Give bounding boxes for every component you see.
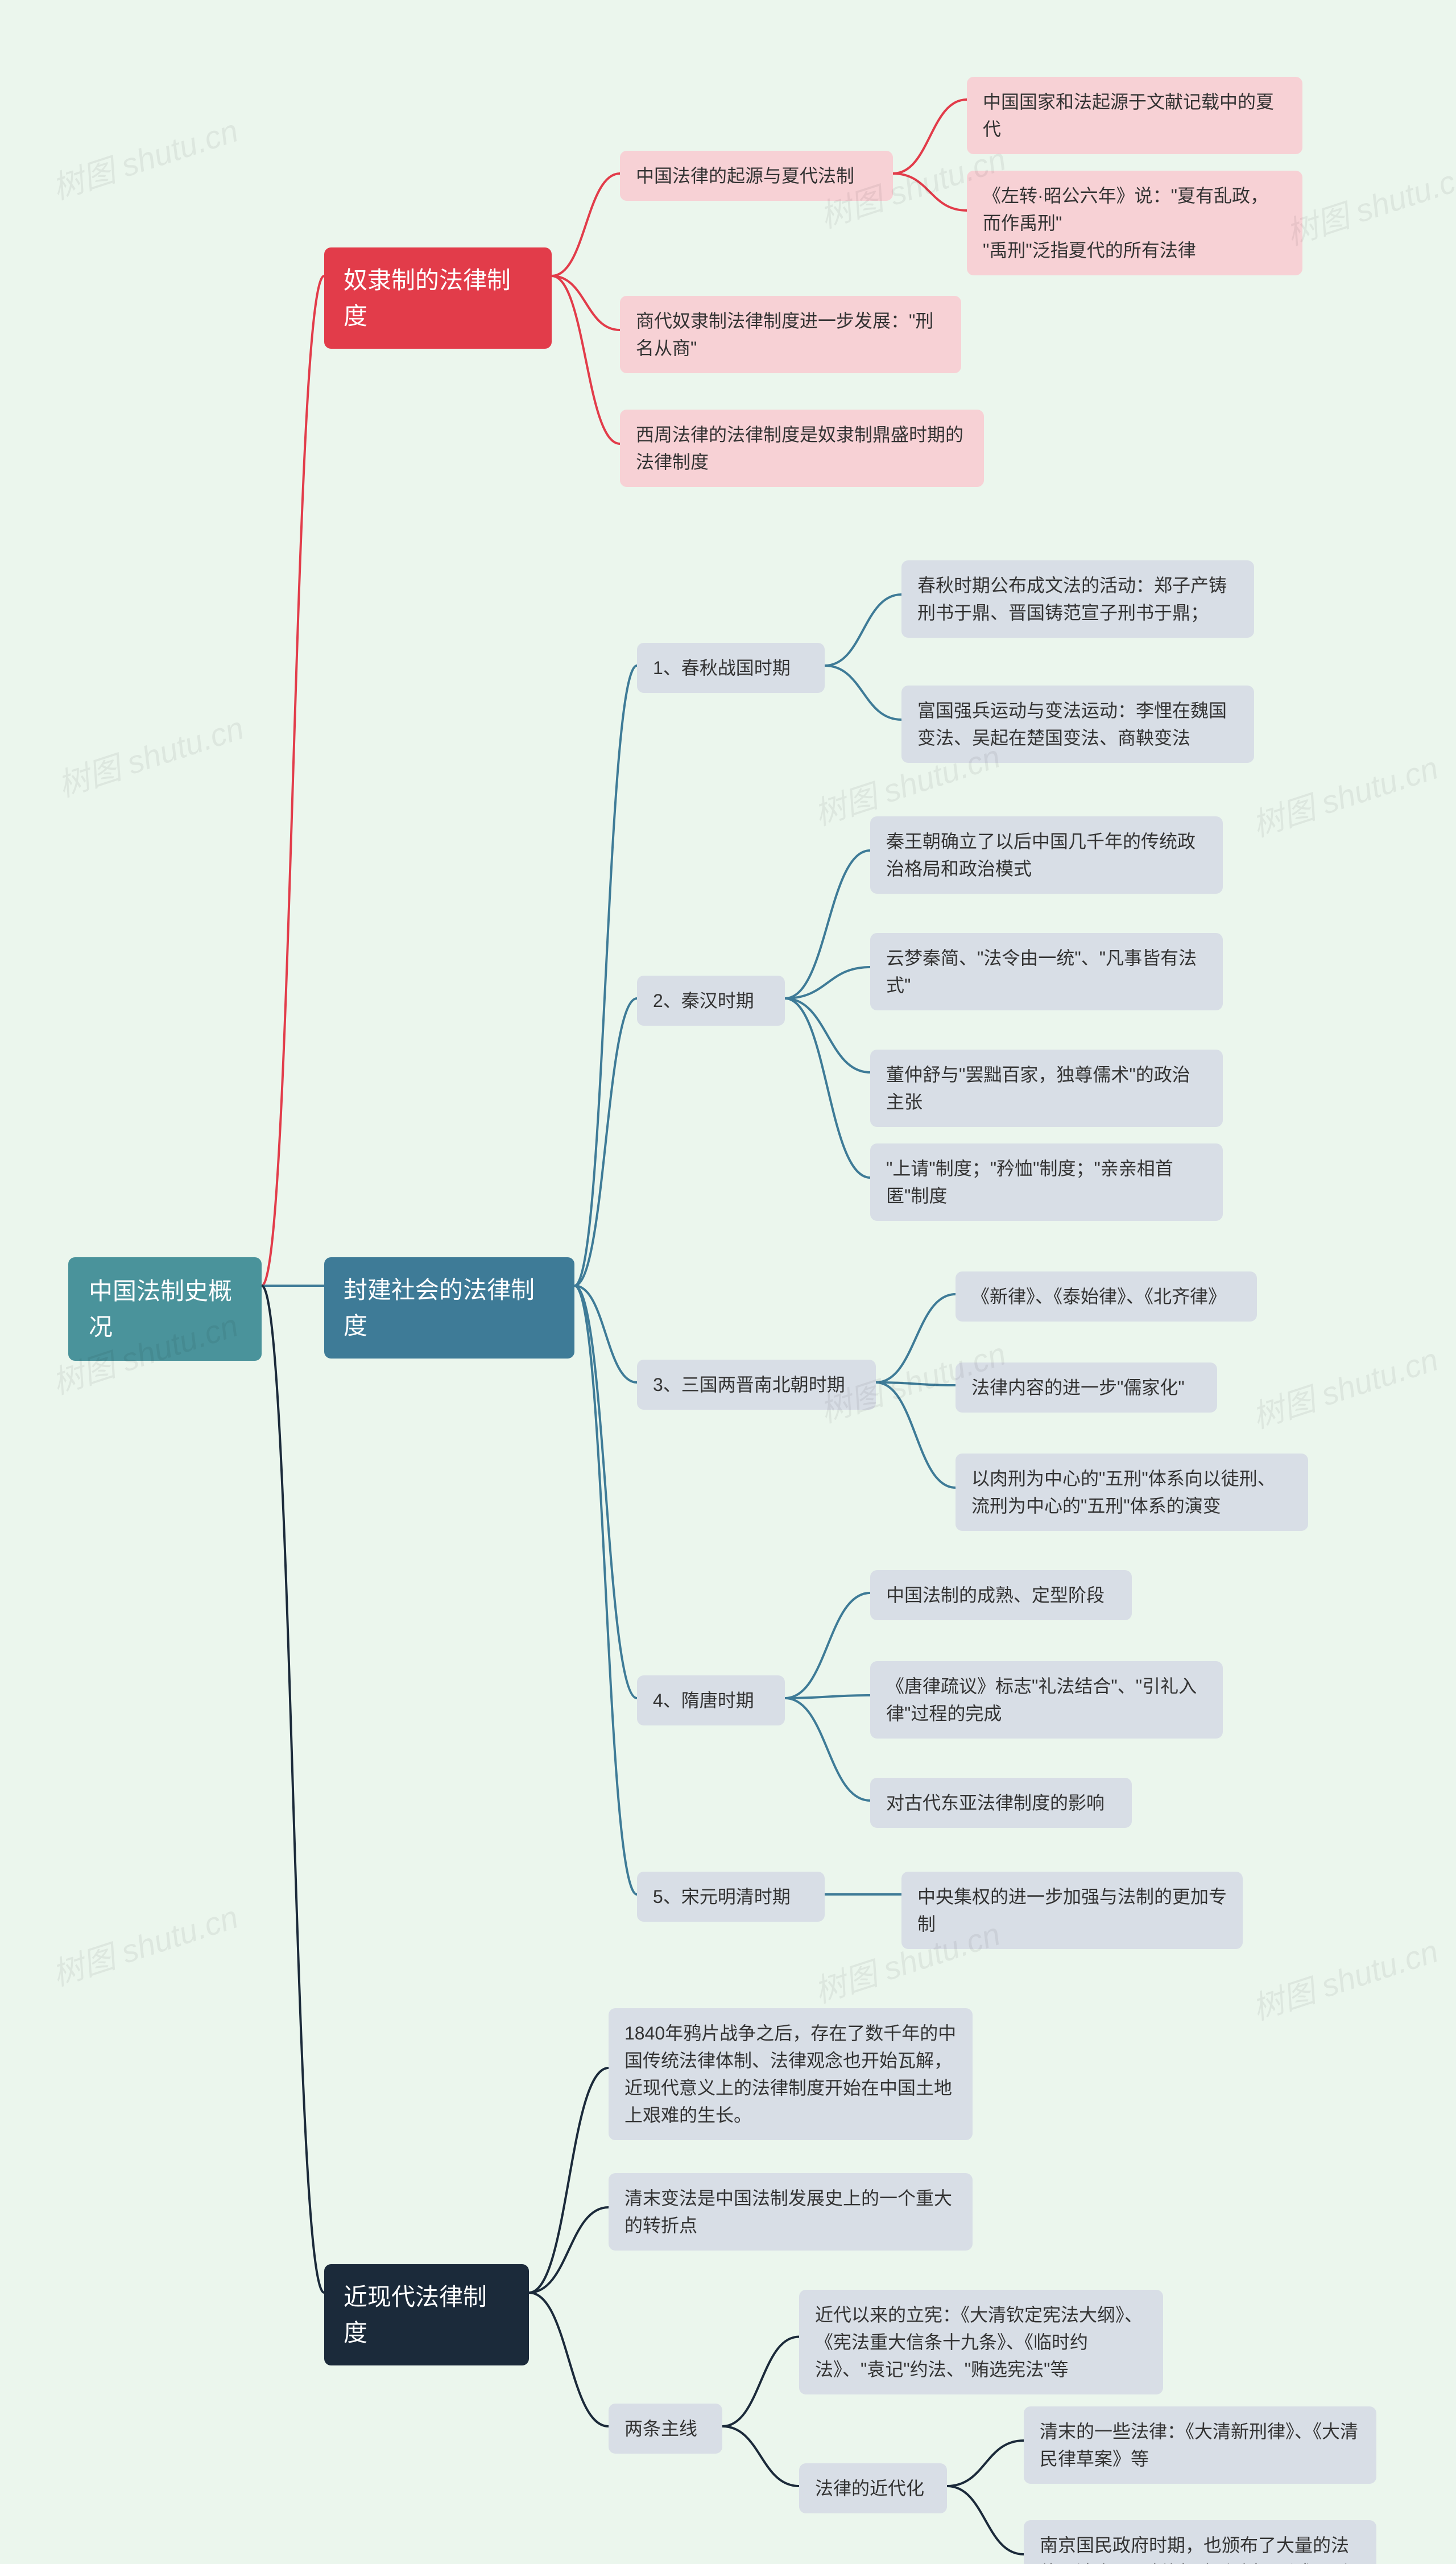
node-b1[interactable]: 封建社会的法律制度 xyxy=(324,1257,574,1359)
node-label-b2: 近现代法律制度 xyxy=(344,2279,510,2351)
node-b2c2[interactable]: 两条主线 xyxy=(609,2404,722,2454)
node-label-b0c0: 中国法律的起源与夏代法制 xyxy=(636,162,877,189)
node-b1c2[interactable]: 3、三国两晋南北朝时期 xyxy=(637,1360,876,1410)
node-b2c2g1b[interactable]: 南京国民政府时期，也颁布了大量的法律、法令以及判例、解释例，形成了"六法体系" xyxy=(1024,2520,1376,2564)
node-b1c3g0[interactable]: 中国法制的成熟、定型阶段 xyxy=(870,1570,1132,1620)
node-label-b1c1g0: 秦王朝确立了以后中国几千年的传统政治格局和政治模式 xyxy=(886,828,1207,882)
node-b1c2g2[interactable]: 以肉刑为中心的"五刑"体系向以徒刑、流刑为中心的"五刑"体系的演变 xyxy=(956,1454,1308,1531)
node-label-b2c1: 清末变法是中国法制发展史上的一个重大的转折点 xyxy=(624,2185,957,2239)
node-label-b1c0g0: 春秋时期公布成文法的活动：郑子产铸刑书于鼎、晋国铸范宣子刑书于鼎； xyxy=(917,572,1238,626)
node-b2c1[interactable]: 清末变法是中国法制发展史上的一个重大的转折点 xyxy=(609,2173,973,2251)
node-label-b0c1: 商代奴隶制法律制度进一步发展："刑名从商" xyxy=(636,307,945,362)
node-b0c0[interactable]: 中国法律的起源与夏代法制 xyxy=(620,151,893,201)
node-label-b1c2: 3、三国两晋南北朝时期 xyxy=(653,1371,860,1398)
node-b1c1g1[interactable]: 云梦秦简、"法令由一统"、"凡事皆有法式" xyxy=(870,933,1223,1010)
node-b1c1g0[interactable]: 秦王朝确立了以后中国几千年的传统政治格局和政治模式 xyxy=(870,816,1223,894)
node-b1c1g2[interactable]: 董仲舒与"罢黜百家，独尊儒术"的政治主张 xyxy=(870,1050,1223,1127)
node-b1c0g1[interactable]: 富国强兵运动与变法运动：李悝在魏国变法、吴起在楚国变法、商鞅变法 xyxy=(901,686,1254,763)
node-label-b2c0: 1840年鸦片战争之后，存在了数千年的中国传统法律体制、法律观念也开始瓦解，近现… xyxy=(624,2020,957,2129)
node-b0c2[interactable]: 西周法律的法律制度是奴隶制鼎盛时期的法律制度 xyxy=(620,410,984,487)
node-label-b2c2g1a: 清末的一些法律：《大清新刑律》、《大清民律草案》等 xyxy=(1040,2418,1360,2472)
node-label-b1c1g3: "上请"制度；"矜恤"制度；"亲亲相首匿"制度 xyxy=(886,1155,1207,1209)
node-label-b2c2g1: 法律的近代化 xyxy=(815,2475,931,2502)
node-label-b1c2g0: 《新律》、《泰始律》、《北齐律》 xyxy=(971,1283,1241,1310)
node-b0c1[interactable]: 商代奴隶制法律制度进一步发展："刑名从商" xyxy=(620,296,961,373)
watermark: 树图 shutu.cn xyxy=(1246,1334,1443,1438)
node-b1c1g3[interactable]: "上请"制度；"矜恤"制度；"亲亲相首匿"制度 xyxy=(870,1143,1223,1221)
node-label-root: 中国法制史概况 xyxy=(89,1273,241,1345)
node-label-b1c4g0: 中央集权的进一步加强与法制的更加专制 xyxy=(917,1883,1227,1938)
node-b1c4g0[interactable]: 中央集权的进一步加强与法制的更加专制 xyxy=(901,1872,1243,1949)
node-b2[interactable]: 近现代法律制度 xyxy=(324,2264,529,2365)
node-label-b1c2g2: 以肉刑为中心的"五刑"体系向以徒刑、流刑为中心的"五刑"体系的演变 xyxy=(971,1465,1292,1520)
node-b2c2g0[interactable]: 近代以来的立宪：《大清钦定宪法大纲》、《宪法重大信条十九条》、《临时约法》、"袁… xyxy=(799,2290,1163,2394)
node-label-b1c3g0: 中国法制的成熟、定型阶段 xyxy=(886,1582,1116,1609)
node-b1c1[interactable]: 2、秦汉时期 xyxy=(637,976,785,1026)
node-label-b1c2g1: 法律内容的进一步"儒家化" xyxy=(971,1374,1201,1401)
node-label-b1: 封建社会的法律制度 xyxy=(344,1272,555,1344)
node-b0[interactable]: 奴隶制的法律制度 xyxy=(324,247,552,349)
node-label-b0: 奴隶制的法律制度 xyxy=(344,262,532,334)
node-label-b1c1: 2、秦汉时期 xyxy=(653,987,769,1014)
node-label-b1c1g1: 云梦秦简、"法令由一统"、"凡事皆有法式" xyxy=(886,944,1207,999)
node-label-b1c4: 5、宋元明清时期 xyxy=(653,1883,809,1910)
node-label-b0c0g0: 中国国家和法起源于文献记载中的夏代 xyxy=(983,88,1287,143)
node-label-b1c0: 1、春秋战国时期 xyxy=(653,654,809,682)
node-label-b0c2: 西周法律的法律制度是奴隶制鼎盛时期的法律制度 xyxy=(636,421,968,476)
node-b0c0g1[interactable]: 《左转·昭公六年》说："夏有乱政，而作禹刑" "禹刑"泛指夏代的所有法律 xyxy=(967,171,1302,275)
node-label-b0c0g1: 《左转·昭公六年》说："夏有乱政，而作禹刑" "禹刑"泛指夏代的所有法律 xyxy=(983,182,1287,264)
node-label-b1c0g1: 富国强兵运动与变法运动：李悝在魏国变法、吴起在楚国变法、商鞅变法 xyxy=(917,697,1238,752)
node-b1c4[interactable]: 5、宋元明清时期 xyxy=(637,1872,825,1922)
node-b1c0g0[interactable]: 春秋时期公布成文法的活动：郑子产铸刑书于鼎、晋国铸范宣子刑书于鼎； xyxy=(901,560,1254,638)
node-b1c3g1[interactable]: 《唐律疏议》标志"礼法结合"、"引礼入律"过程的完成 xyxy=(870,1661,1223,1739)
node-b1c3[interactable]: 4、隋唐时期 xyxy=(637,1675,785,1725)
watermark: 树图 shutu.cn xyxy=(46,1892,243,1995)
watermark: 树图 shutu.cn xyxy=(1246,742,1443,846)
node-label-b1c1g2: 董仲舒与"罢黜百家，独尊儒术"的政治主张 xyxy=(886,1061,1207,1116)
node-b2c2g1[interactable]: 法律的近代化 xyxy=(799,2463,947,2513)
node-b1c3g2[interactable]: 对古代东亚法律制度的影响 xyxy=(870,1778,1132,1828)
node-b1c2g1[interactable]: 法律内容的进一步"儒家化" xyxy=(956,1362,1217,1413)
watermark: 树图 shutu.cn xyxy=(46,105,243,209)
node-b2c2g1a[interactable]: 清末的一些法律：《大清新刑律》、《大清民律草案》等 xyxy=(1024,2406,1376,2484)
node-label-b2c2: 两条主线 xyxy=(624,2415,706,2442)
node-label-b1c3g1: 《唐律疏议》标志"礼法结合"、"引礼入律"过程的完成 xyxy=(886,1673,1207,1727)
node-label-b2c2g0: 近代以来的立宪：《大清钦定宪法大纲》、《宪法重大信条十九条》、《临时约法》、"袁… xyxy=(815,2301,1147,2383)
node-label-b2c2g1b: 南京国民政府时期，也颁布了大量的法律、法令以及判例、解释例，形成了"六法体系" xyxy=(1040,2532,1360,2564)
node-root[interactable]: 中国法制史概况 xyxy=(68,1257,262,1361)
watermark: 树图 shutu.cn xyxy=(51,703,249,806)
node-b1c0[interactable]: 1、春秋战国时期 xyxy=(637,643,825,693)
mindmap-canvas: 中国法制史概况 奴隶制的法律制度 中国法律的起源与夏代法制 中国国家和法起源于文献记载… xyxy=(0,0,1456,2564)
watermark: 树图 shutu.cn xyxy=(1280,151,1456,254)
node-label-b1c3: 4、隋唐时期 xyxy=(653,1687,769,1714)
node-b2c0[interactable]: 1840年鸦片战争之后，存在了数千年的中国传统法律体制、法律观念也开始瓦解，近现… xyxy=(609,2008,973,2140)
node-label-b1c3g2: 对古代东亚法律制度的影响 xyxy=(886,1789,1116,1816)
node-b0c0g0[interactable]: 中国国家和法起源于文献记载中的夏代 xyxy=(967,77,1302,154)
watermark: 树图 shutu.cn xyxy=(1246,1926,1443,2029)
node-b1c2g0[interactable]: 《新律》、《泰始律》、《北齐律》 xyxy=(956,1271,1257,1322)
